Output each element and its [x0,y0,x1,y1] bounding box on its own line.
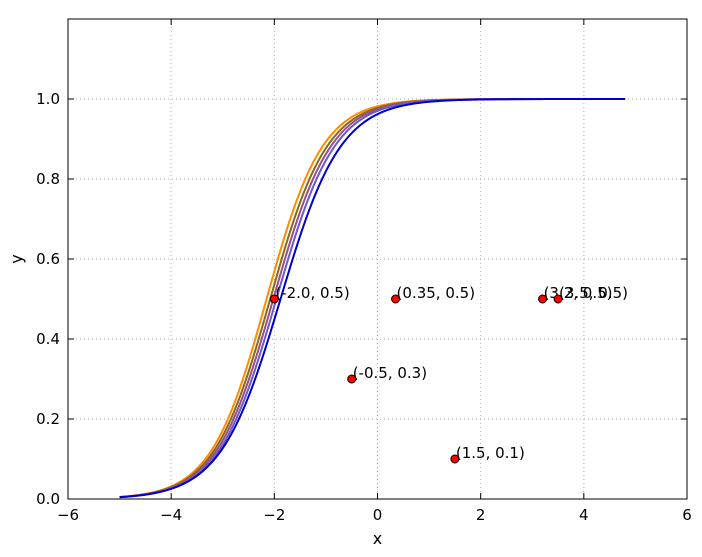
points: (-2.0, 0.5) (0.35, 0.5) (3.2, 0.5)(3.5, 0.… [269,284,628,464]
grid-lines [68,19,687,499]
x-tick-label: 0 [373,506,383,524]
data-point [553,294,563,304]
y-tick-label: 1.0 [36,90,60,108]
y-tick-label: 0.8 [36,170,60,188]
x-tick-label: −2 [263,506,285,524]
data-point [269,294,279,304]
y-tick-label: 0.0 [36,490,60,508]
point-label: (1.5, 0.1) [456,444,525,462]
point-label: (3.5, 0.5) [559,284,628,302]
x-tick-label: −6 [57,506,79,524]
x-tick-label: 2 [476,506,486,524]
x-axis-label: x [373,529,382,548]
point-label: (0.35, 0.5) [397,284,476,302]
y-tick-label: 0.2 [36,410,60,428]
curves [119,98,626,499]
data-point [538,294,548,304]
x-tick-label: −4 [160,506,182,524]
data-point [347,374,357,384]
series-line-4 [119,98,626,499]
x-tick-label: 6 [682,506,692,524]
y-tick-label: 0.6 [36,250,60,268]
y-axis-label: y [7,254,26,263]
point-label: (-2.0, 0.5) [275,284,349,302]
x-tick-label: 4 [579,506,589,524]
y-tick-label: 0.4 [36,330,60,348]
data-point [450,454,460,464]
data-point [391,294,401,304]
point-label: (-0.5, 0.3) [353,364,427,382]
ticks: −6 −4 −2 0 2 4 6 0.0 0.2 0.4 0.6 0.8 1.0 [36,19,692,524]
